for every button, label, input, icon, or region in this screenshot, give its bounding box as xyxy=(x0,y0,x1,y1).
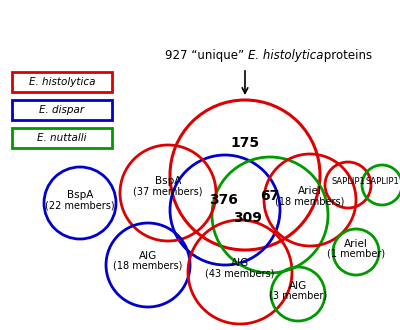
Text: AIG: AIG xyxy=(139,251,157,261)
Text: (3 member): (3 member) xyxy=(269,291,327,301)
Text: SAPLIP1: SAPLIP1 xyxy=(331,178,365,186)
Text: (1 member): (1 member) xyxy=(327,249,385,259)
Text: 376: 376 xyxy=(210,193,238,207)
Text: (22 members): (22 members) xyxy=(45,200,115,210)
Text: E. histolytica: E. histolytica xyxy=(29,77,95,87)
FancyBboxPatch shape xyxy=(12,128,112,148)
Text: 175: 175 xyxy=(230,136,260,150)
Text: E. nuttalli: E. nuttalli xyxy=(37,133,87,143)
Text: (18 members): (18 members) xyxy=(113,261,183,271)
Text: E. histolytica: E. histolytica xyxy=(248,49,324,61)
Text: Ariel: Ariel xyxy=(344,239,368,249)
Text: proteins: proteins xyxy=(320,49,372,61)
Text: E. dispar: E. dispar xyxy=(40,105,84,115)
Text: SAPLIP1: SAPLIP1 xyxy=(365,178,399,186)
FancyBboxPatch shape xyxy=(12,100,112,120)
FancyBboxPatch shape xyxy=(12,72,112,92)
Text: AIG: AIG xyxy=(289,281,307,291)
Text: 927 “unique”: 927 “unique” xyxy=(165,49,248,61)
Text: (43 members): (43 members) xyxy=(205,268,275,278)
Text: BspA: BspA xyxy=(155,176,181,186)
Text: 309: 309 xyxy=(234,211,262,225)
Text: (37 members): (37 members) xyxy=(133,186,203,196)
Text: AIG: AIG xyxy=(231,258,249,268)
Text: 67: 67 xyxy=(260,189,280,203)
Text: (18 members): (18 members) xyxy=(275,196,345,206)
Text: BspA: BspA xyxy=(67,190,93,200)
Text: Ariel: Ariel xyxy=(298,186,322,196)
